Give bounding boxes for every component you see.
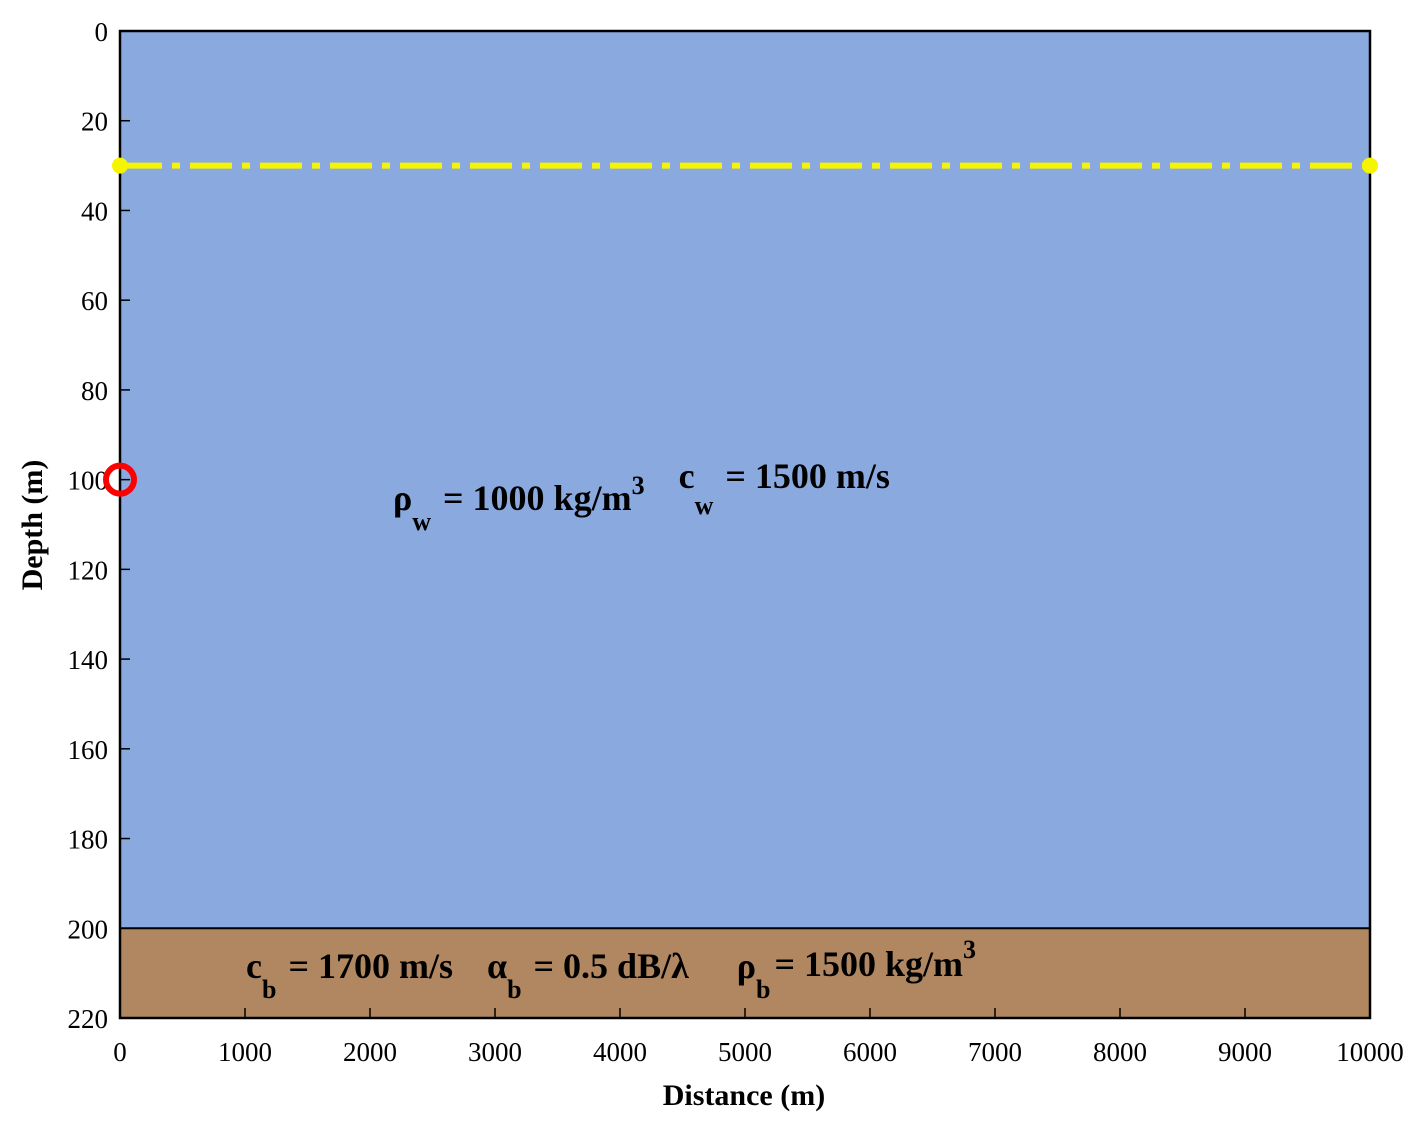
y-tick-label: 100 (68, 466, 109, 496)
y-tick-label: 220 (68, 1004, 109, 1034)
y-tick-label: 160 (68, 735, 109, 765)
x-tick-label: 4000 (593, 1037, 647, 1067)
source-marker (103, 462, 137, 497)
x-tick-label: 2000 (343, 1037, 397, 1067)
y-axis-label: Depth (m) (16, 460, 49, 591)
y-tick-label: 140 (68, 645, 109, 675)
receiver-line-start-marker (112, 157, 128, 174)
x-tick-label: 10000 (1336, 1037, 1404, 1067)
y-tick-label: 200 (68, 914, 109, 944)
water-layer (120, 31, 1370, 929)
bottom-layer (120, 928, 1370, 1018)
water-annotation: ρw= 1000 kg/m3 cw= 1500 m/s (393, 456, 890, 536)
y-tick-label: 40 (81, 196, 108, 226)
x-ticks: 0 1000 2000 3000 4000 5000 6000 7000 8000 9000 100… (113, 1008, 1404, 1067)
x-tick-label: 7000 (968, 1037, 1022, 1067)
y-tick-label: 0 (95, 17, 109, 47)
x-tick-label: 8000 (1093, 1037, 1147, 1067)
x-tick-label: 5000 (718, 1037, 772, 1067)
y-ticks: 0 20 40 60 80 100 120 140 160 180 200 220 (68, 17, 130, 1034)
x-tick-label: 6000 (843, 1037, 897, 1067)
x-tick-label: 9000 (1218, 1037, 1272, 1067)
x-tick-label: 3000 (468, 1037, 522, 1067)
bottom-annotation: cb= 1700 m/s αb= 0.5 dB/λ ρb= 1500 kg/m3 (246, 935, 976, 1004)
y-tick-label: 120 (68, 555, 109, 585)
y-tick-label: 60 (81, 286, 108, 316)
receiver-line-end-marker (1362, 157, 1378, 174)
y-tick-label: 80 (81, 376, 108, 406)
y-tick-label: 20 (81, 107, 108, 137)
x-tick-label: 1000 (218, 1037, 272, 1067)
x-tick-label: 0 (113, 1037, 127, 1067)
y-tick-label: 180 (68, 825, 109, 855)
x-axis-label: Distance (m) (663, 1079, 825, 1112)
